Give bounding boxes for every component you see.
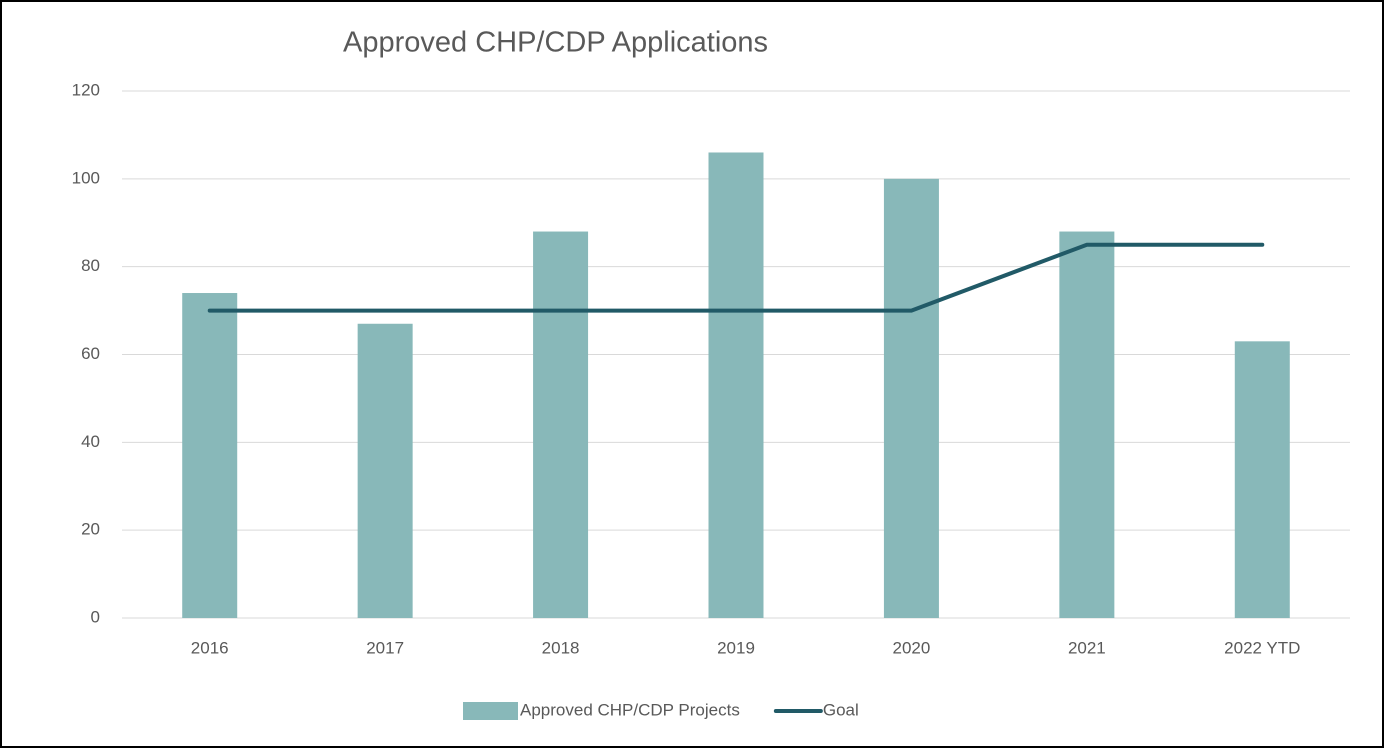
legend-label: Approved CHP/CDP Projects	[520, 700, 740, 719]
bar	[1059, 231, 1115, 619]
y-tick-label: 60	[81, 344, 100, 363]
y-tick-label: 100	[72, 168, 100, 187]
bar	[357, 323, 413, 618]
bar	[182, 293, 238, 618]
y-tick-label: 120	[72, 80, 100, 99]
x-tick-label: 2018	[542, 638, 580, 657]
x-tick-label: 2019	[717, 638, 755, 657]
bar	[533, 231, 589, 619]
legend-swatch	[463, 702, 518, 720]
x-tick-label: 2016	[191, 638, 229, 657]
goal-line	[207, 242, 1265, 313]
x-tick-label: 2021	[1068, 638, 1106, 657]
legend-label: Goal	[823, 700, 859, 719]
x-tick-label: 2020	[893, 638, 931, 657]
x-tick-label: 2017	[366, 638, 404, 657]
y-tick-label: 20	[81, 520, 100, 539]
bar	[883, 178, 939, 619]
bar	[1234, 341, 1290, 618]
x-tick-label: 2022 YTD	[1224, 638, 1300, 657]
y-tick-label: 80	[81, 256, 100, 275]
chart-title: Approved CHP/CDP Applications	[343, 27, 768, 59]
y-tick-label: 0	[91, 607, 100, 626]
bar	[708, 152, 764, 618]
y-tick-label: 40	[81, 432, 100, 451]
